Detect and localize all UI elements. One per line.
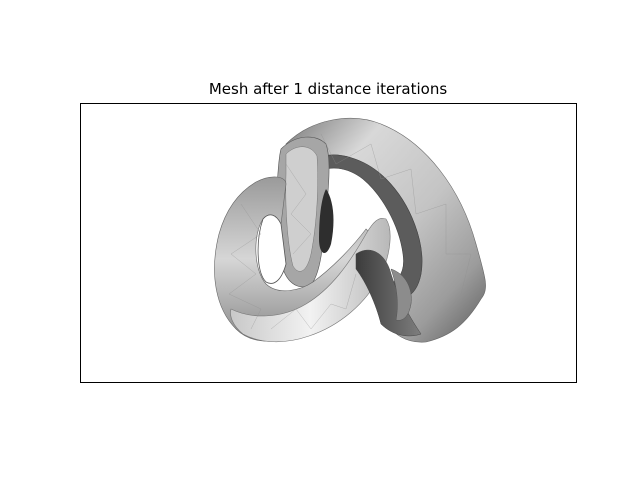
plot-axes	[80, 103, 577, 383]
plot-title: Mesh after 1 distance iterations	[208, 80, 448, 98]
mesh-tube-front	[230, 217, 391, 343]
mesh-render	[214, 118, 486, 343]
